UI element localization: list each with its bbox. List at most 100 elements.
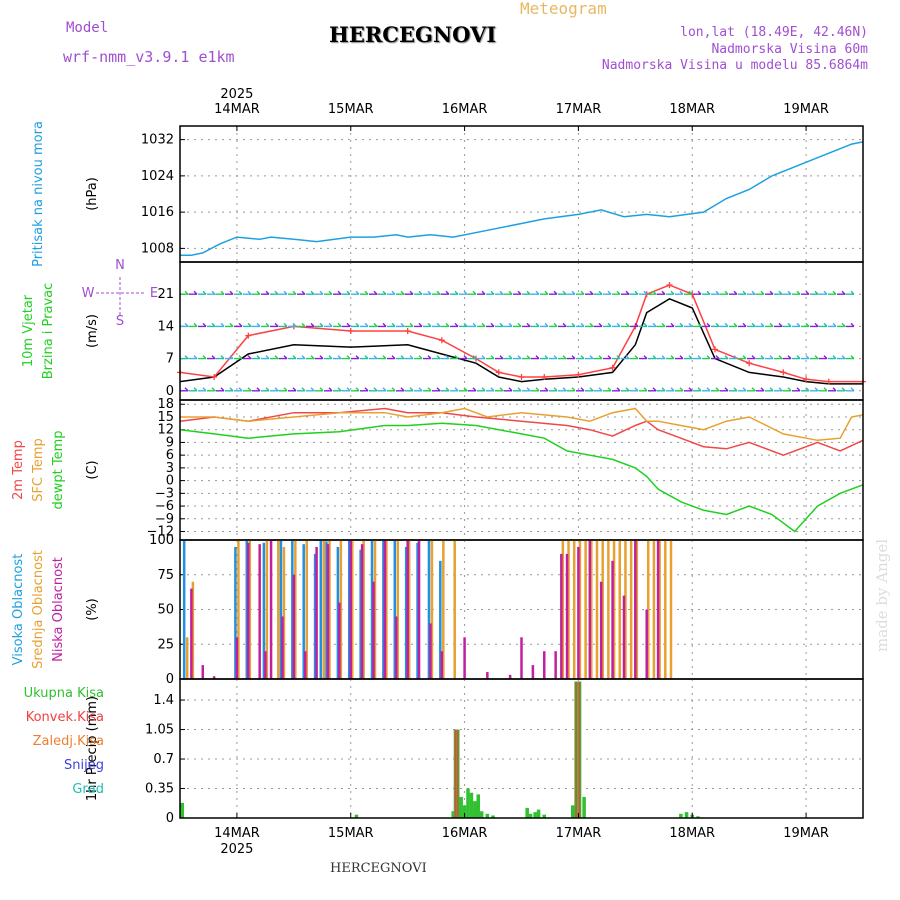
mid_cloud-bar xyxy=(669,540,673,679)
wind-barb xyxy=(738,355,747,360)
wind-barb xyxy=(279,355,288,360)
panel-frame xyxy=(179,125,864,263)
wind-barb xyxy=(342,322,351,328)
wind-barb xyxy=(684,355,693,360)
mid_cloud-bar xyxy=(396,540,400,679)
wind-barb xyxy=(342,290,351,295)
gust-marker xyxy=(780,369,787,376)
conv_precip-bar xyxy=(454,729,457,818)
wind-barb xyxy=(792,290,801,295)
wind-barb xyxy=(441,322,450,328)
legend-label: SFC Temp xyxy=(31,438,46,502)
total_precip-bar xyxy=(542,814,547,818)
sfc_temp-line xyxy=(180,407,864,442)
wind-barb xyxy=(567,322,576,328)
wind-barb xyxy=(540,322,549,328)
wind-barb xyxy=(567,355,576,360)
high_cloud-bar xyxy=(182,540,186,679)
wind-barb xyxy=(648,355,657,360)
wind-barb xyxy=(558,355,567,360)
y-tick-label: 0.7 xyxy=(153,752,174,767)
mid_cloud-bar xyxy=(385,540,388,679)
wind-barb xyxy=(441,355,450,360)
wind-barb xyxy=(243,355,252,360)
wind-barb xyxy=(405,355,414,360)
wind-barb xyxy=(504,290,513,295)
wind-barb xyxy=(801,355,810,360)
mid_cloud-bar xyxy=(185,637,189,679)
y-tick-label: 14 xyxy=(157,319,174,334)
wind-barb xyxy=(639,387,648,392)
high_cloud-bar xyxy=(382,540,385,679)
wind-barb xyxy=(315,322,324,328)
low_cloud-bar xyxy=(269,540,273,679)
wind-barb xyxy=(603,355,612,360)
gust-marker xyxy=(803,376,810,383)
wind-barb xyxy=(387,387,396,392)
y-tick-label: 7 xyxy=(166,352,174,367)
wind-barb xyxy=(234,322,243,328)
wind-barb xyxy=(333,387,342,392)
wind-barb xyxy=(819,322,828,328)
wind-barb xyxy=(441,290,450,295)
station-title: HERCEGNOVI xyxy=(329,22,497,47)
wind-barb xyxy=(675,290,684,295)
wind-barb xyxy=(576,290,585,295)
panel-precip xyxy=(179,678,864,819)
wind-barb xyxy=(378,355,387,360)
high_cloud-bar xyxy=(393,540,397,679)
wind-barb xyxy=(819,290,828,295)
elevation-label: Nadmorska Visina 60m xyxy=(711,42,868,57)
mid_cloud-bar xyxy=(595,540,599,679)
total_precip-bar xyxy=(469,792,474,818)
wind-barb xyxy=(639,322,648,328)
legend-label: Grad xyxy=(72,782,104,797)
wind-barb xyxy=(549,290,558,295)
mid_cloud-bar xyxy=(248,540,252,679)
wind-barb xyxy=(441,387,450,392)
total_precip-bar xyxy=(536,809,541,818)
wind-barb xyxy=(819,355,828,360)
total_precip-bar xyxy=(354,814,359,818)
pressure-line xyxy=(180,141,864,256)
wind-barb xyxy=(288,387,297,392)
low_cloud-bar xyxy=(429,623,432,679)
wind-barb xyxy=(477,355,486,360)
low_cloud-bar xyxy=(281,616,284,679)
wind-barb xyxy=(288,355,297,360)
wind-barb xyxy=(603,322,612,328)
wind-barb xyxy=(270,322,279,328)
x-tick-label-top: 19MAR xyxy=(783,102,829,117)
total_precip-bar xyxy=(533,812,537,818)
wind-barb xyxy=(747,355,756,360)
mid_cloud-bar xyxy=(277,540,280,679)
mid_cloud-bar xyxy=(305,540,308,679)
wind-barb xyxy=(603,290,612,295)
low_cloud-bar xyxy=(588,540,592,679)
wind-barb xyxy=(567,387,576,392)
y-tick-label: −9 xyxy=(155,512,174,527)
wind-barb xyxy=(648,322,657,328)
y-tick-label: −12 xyxy=(147,525,174,540)
dewpoint-line xyxy=(179,422,864,533)
wind-barb xyxy=(522,387,531,392)
wind-barb xyxy=(189,387,198,392)
wind-barb xyxy=(315,387,324,392)
low_cloud-bar xyxy=(554,651,557,679)
wind-barb xyxy=(630,290,639,295)
y-tick-label: 1032 xyxy=(141,133,174,148)
x-tick-label-top: 17MAR xyxy=(556,102,602,117)
wind-barb xyxy=(513,290,522,295)
conv_precip-bar xyxy=(578,681,581,818)
legend-label: Srednja Oblacnost xyxy=(31,550,46,669)
wind-barb xyxy=(306,355,315,360)
y-tick-label: 1.05 xyxy=(145,723,174,738)
wind-barb xyxy=(621,322,630,328)
wind-barb xyxy=(612,290,621,295)
panel-pressure xyxy=(179,125,864,263)
wind-barb xyxy=(396,355,405,360)
wind-barb xyxy=(630,387,639,392)
total_precip-bar xyxy=(570,805,575,818)
wind-barb xyxy=(621,355,630,360)
